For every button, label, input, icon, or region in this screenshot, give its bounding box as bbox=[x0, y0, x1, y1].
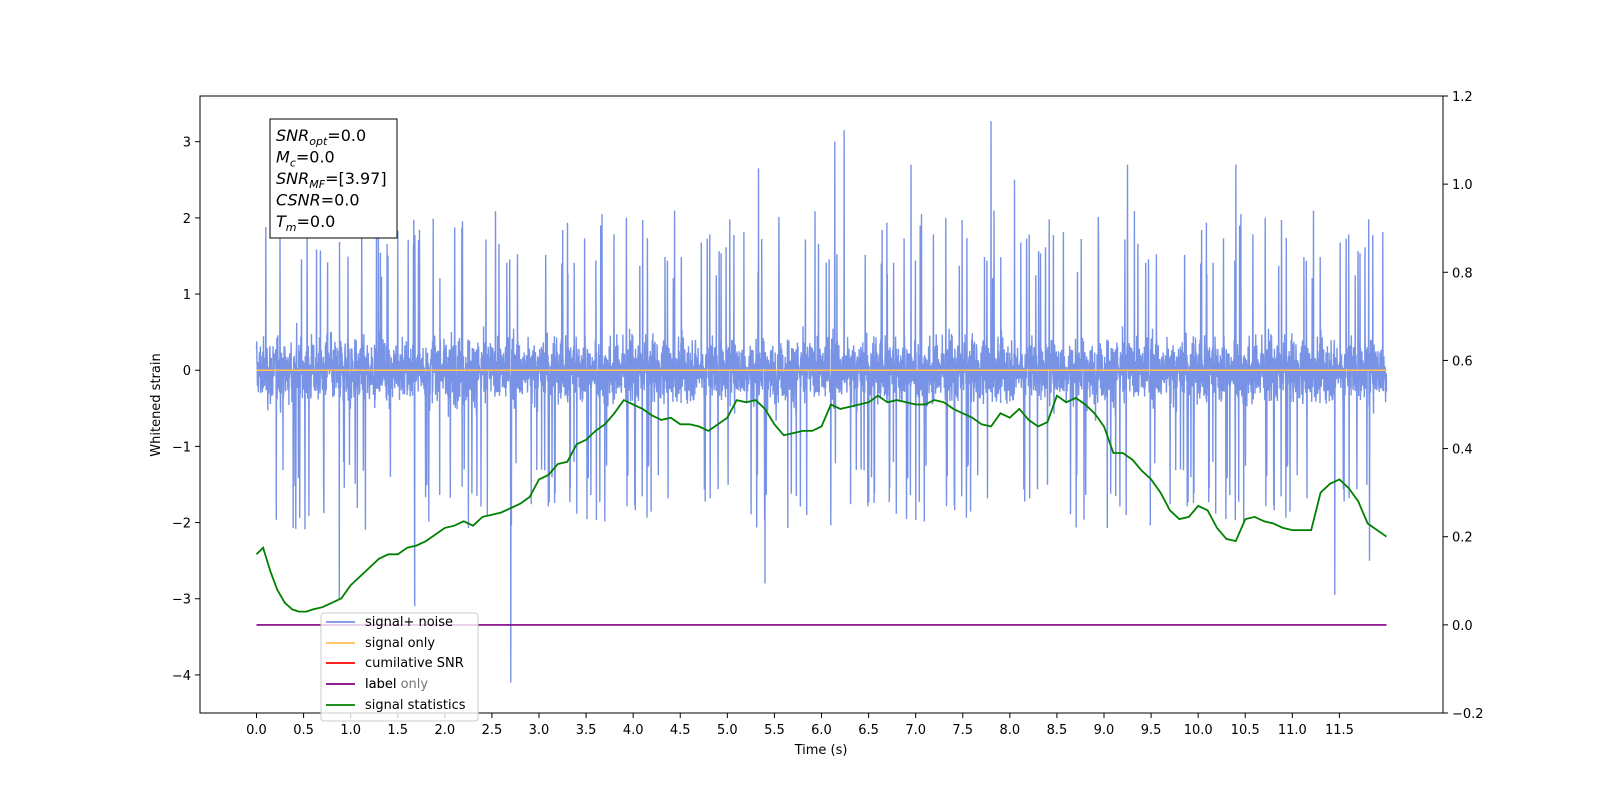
y-tick-label: −3 bbox=[172, 593, 191, 608]
x-tick-label: 4.5 bbox=[670, 723, 691, 738]
y-tick-label: 1 bbox=[183, 288, 191, 303]
x-axis-label: Time (s) bbox=[794, 743, 848, 758]
x-axis-ticks: 0.0 0.5 1.0 1.5 2.0 2.5 3.0 3.5 4.0 4.5 5.0 5.5 6.0 6… bbox=[246, 713, 1354, 738]
y2-tick-label: 0.4 bbox=[1452, 443, 1473, 458]
y-tick-label: 2 bbox=[183, 212, 191, 227]
annotation-line: SNRMF=[3.97] bbox=[276, 169, 387, 191]
legend: signal+ noise signal only cumilative SNR la… bbox=[320, 612, 479, 722]
x-tick-label: 11.0 bbox=[1278, 723, 1307, 738]
signal-noise-trace bbox=[255, 121, 1388, 683]
y2-tick-label: 1.0 bbox=[1452, 178, 1473, 193]
y-axis-label: Whitened strain bbox=[149, 353, 164, 456]
x-tick-label: 5.5 bbox=[764, 723, 785, 738]
legend-label: label only bbox=[365, 677, 428, 692]
annotation-line: SNRopt=0.0 bbox=[276, 126, 366, 148]
legend-label: signal+ noise bbox=[365, 615, 453, 630]
x-tick-label: 6.5 bbox=[858, 723, 879, 738]
x-tick-label: 5.0 bbox=[717, 723, 738, 738]
x-tick-label: 9.0 bbox=[1094, 723, 1115, 738]
x-tick-label: 3.0 bbox=[529, 723, 550, 738]
y2-tick-label: 0.0 bbox=[1452, 619, 1473, 634]
x-tick-label: 7.0 bbox=[905, 723, 926, 738]
legend-label: signal statistics bbox=[365, 698, 466, 713]
y-tick-label: −4 bbox=[172, 669, 191, 684]
y-tick-label: −1 bbox=[172, 440, 191, 455]
annotation-line: Mc=0.0 bbox=[276, 148, 335, 170]
x-tick-label: 4.0 bbox=[623, 723, 644, 738]
x-tick-label: 7.5 bbox=[952, 723, 973, 738]
y-tick-label: 3 bbox=[183, 136, 191, 151]
annotation-line: CSNR=0.0 bbox=[276, 191, 360, 210]
x-tick-label: 9.5 bbox=[1141, 723, 1162, 738]
y2-tick-label: 0.2 bbox=[1452, 531, 1473, 546]
x-tick-label: 8.5 bbox=[1047, 723, 1068, 738]
y2-tick-label: −0.2 bbox=[1452, 707, 1484, 722]
x-tick-label: 8.0 bbox=[999, 723, 1020, 738]
y2-tick-label: 0.8 bbox=[1452, 266, 1473, 281]
y-tick-label: 0 bbox=[183, 364, 191, 379]
y-axis-ticks: 3 2 1 0 −1 −2 −3 −4 bbox=[172, 136, 200, 684]
x-tick-label: 0.5 bbox=[293, 723, 314, 738]
annotation-line: Tm=0.0 bbox=[276, 212, 335, 234]
x-tick-label: 2.0 bbox=[434, 723, 455, 738]
y2-tick-label: 0.6 bbox=[1452, 354, 1473, 369]
signal-noise-line bbox=[255, 121, 1388, 683]
x-tick-label: 1.0 bbox=[340, 723, 361, 738]
legend-label: cumilative SNR bbox=[365, 656, 464, 671]
x-tick-label: 3.5 bbox=[576, 723, 597, 738]
y2-tick-label: 1.2 bbox=[1452, 90, 1473, 105]
x-tick-label: 10.0 bbox=[1184, 723, 1213, 738]
x-tick-label: 10.5 bbox=[1231, 723, 1260, 738]
x-tick-label: 6.0 bbox=[811, 723, 832, 738]
y2-axis-ticks: 1.2 1.0 0.8 0.6 0.4 0.2 0.0 −0.2 bbox=[1443, 90, 1484, 722]
x-tick-label: 2.5 bbox=[482, 723, 503, 738]
x-tick-label: 11.5 bbox=[1325, 723, 1354, 738]
legend-label: label bbox=[365, 677, 396, 692]
x-tick-label: 0.0 bbox=[246, 723, 267, 738]
signal-statistics-line bbox=[255, 394, 1388, 613]
x-tick-label: 1.5 bbox=[387, 723, 408, 738]
legend-label: signal only bbox=[365, 636, 435, 651]
y-tick-label: −2 bbox=[172, 517, 191, 532]
